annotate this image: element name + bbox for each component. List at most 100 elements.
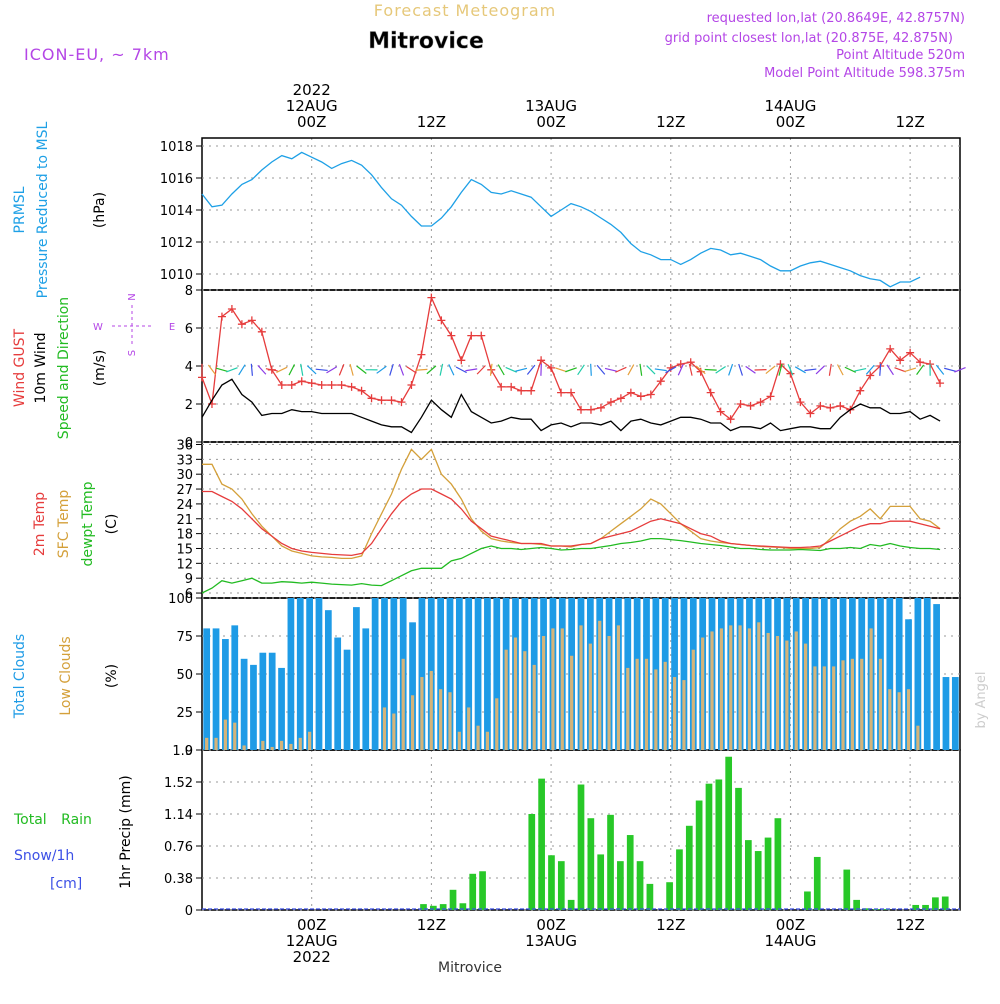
direction-arrow	[936, 365, 943, 374]
location-title: Mitrovice	[368, 29, 484, 54]
label-sfc: SFC Temp	[56, 490, 72, 559]
rain-bar	[942, 897, 949, 910]
low-cloud-bar	[748, 628, 751, 750]
low-cloud-bar	[411, 695, 414, 750]
direction-arrow	[350, 364, 353, 376]
y-tick-label: 8	[185, 284, 193, 299]
gust-marker	[637, 392, 645, 400]
total-cloud-bar	[372, 598, 379, 750]
direction-arrow	[615, 367, 626, 372]
direction-arrow	[208, 365, 215, 375]
compass-west: W	[93, 322, 103, 333]
compass-north: N	[127, 293, 138, 300]
direction-arrow	[597, 365, 605, 374]
direction-arrow	[477, 365, 485, 374]
low-cloud-bar	[776, 636, 779, 750]
total-cloud-bar	[213, 628, 220, 750]
y-tick-label: 100	[168, 592, 193, 607]
y-tick-label: 1.9	[172, 744, 193, 759]
time-label-top: 00Z	[776, 113, 805, 131]
label-prmsl: PRMSL	[12, 186, 28, 233]
low-cloud-bar	[308, 732, 311, 750]
gust-marker	[427, 294, 435, 302]
panel-frame	[202, 442, 960, 598]
gust-marker	[826, 404, 834, 412]
low-cloud-bar	[458, 732, 461, 750]
gust-marker	[557, 389, 565, 397]
total-cloud-bar	[933, 604, 940, 750]
temp-2m-line	[202, 489, 940, 555]
rain-bar	[745, 840, 752, 910]
total-cloud-bar	[484, 598, 491, 750]
rain-bar	[528, 814, 535, 910]
direction-arrow	[357, 366, 366, 373]
low-cloud-bar	[523, 651, 526, 750]
low-cloud-bar	[505, 650, 508, 750]
direction-arrow	[289, 364, 294, 375]
gust-marker	[407, 381, 415, 389]
direction-arrow	[746, 366, 756, 373]
grid-coords: grid point closest lon,lat (20.875E, 42.…	[665, 31, 953, 46]
low-cloud-bar	[271, 747, 274, 750]
gust-marker	[757, 398, 765, 406]
rain-bar	[469, 874, 476, 910]
direction-arrow	[327, 367, 337, 373]
low-cloud-bar	[299, 738, 302, 750]
y-tick-label: 2	[185, 398, 193, 413]
gust-marker	[447, 332, 455, 340]
low-cloud-bar	[402, 659, 405, 750]
y-tick-label: 1.52	[164, 776, 193, 791]
point-altitude: Point Altitude 520m	[836, 48, 965, 63]
gust-marker	[348, 383, 356, 391]
direction-arrow	[276, 367, 287, 372]
y-tick-label: 1.14	[164, 808, 193, 823]
total-cloud-bar	[344, 650, 351, 750]
rain-bar	[538, 779, 545, 910]
y-tick-label: 1010	[160, 268, 193, 283]
gust-marker	[707, 389, 715, 397]
gust-marker	[747, 402, 755, 410]
direction-arrow	[605, 368, 617, 371]
time-label-bottom: 12Z	[656, 916, 685, 934]
low-cloud-bar	[514, 638, 517, 750]
gust-marker	[278, 381, 286, 389]
rain-bar	[843, 870, 850, 910]
panel-frame	[202, 138, 960, 290]
gust-marker	[467, 332, 475, 340]
y-tick-label: 12	[176, 557, 193, 572]
y-tick-label: 25	[176, 706, 193, 721]
low-cloud-bar	[392, 714, 395, 750]
low-cloud-bar	[495, 698, 498, 750]
gust-marker	[378, 396, 386, 404]
low-cloud-bar	[720, 628, 723, 750]
total-cloud-bar	[203, 628, 210, 750]
rain-bar	[706, 784, 713, 910]
y-tick-label: 33	[176, 453, 193, 468]
low-cloud-bar	[607, 636, 610, 750]
y-tick-label: 24	[176, 498, 193, 513]
low-cloud-bar	[383, 707, 386, 750]
rain-bar	[804, 891, 811, 910]
time-label-top: 00Z	[536, 113, 565, 131]
gust-marker	[328, 381, 336, 389]
total-cloud-bar	[250, 665, 257, 750]
compass-rose: N S W E	[93, 293, 175, 356]
direction-arrow	[816, 366, 825, 374]
direction-arrow	[216, 368, 228, 371]
label-total-clouds: Total Clouds	[12, 634, 28, 719]
low-cloud-bar	[654, 669, 657, 750]
low-cloud-bar	[804, 644, 807, 750]
ylabel-hpa: (hPa)	[92, 192, 108, 228]
y-tick-label: 1018	[160, 140, 193, 155]
rain-bar	[686, 826, 693, 910]
label-2m: 2m Temp	[32, 492, 48, 556]
y-tick-label: 0.76	[164, 840, 193, 855]
footer-location: Mitrovice	[438, 960, 502, 976]
y-tick-label: 30	[176, 468, 193, 483]
low-cloud-bar	[280, 741, 283, 750]
time-label-top: 12Z	[417, 113, 446, 131]
rain-bar	[775, 818, 782, 910]
requested-coords: requested lon,lat (20.8649E, 42.8757N)	[707, 11, 965, 26]
direction-arrow	[515, 368, 527, 371]
low-cloud-bar	[486, 732, 489, 750]
